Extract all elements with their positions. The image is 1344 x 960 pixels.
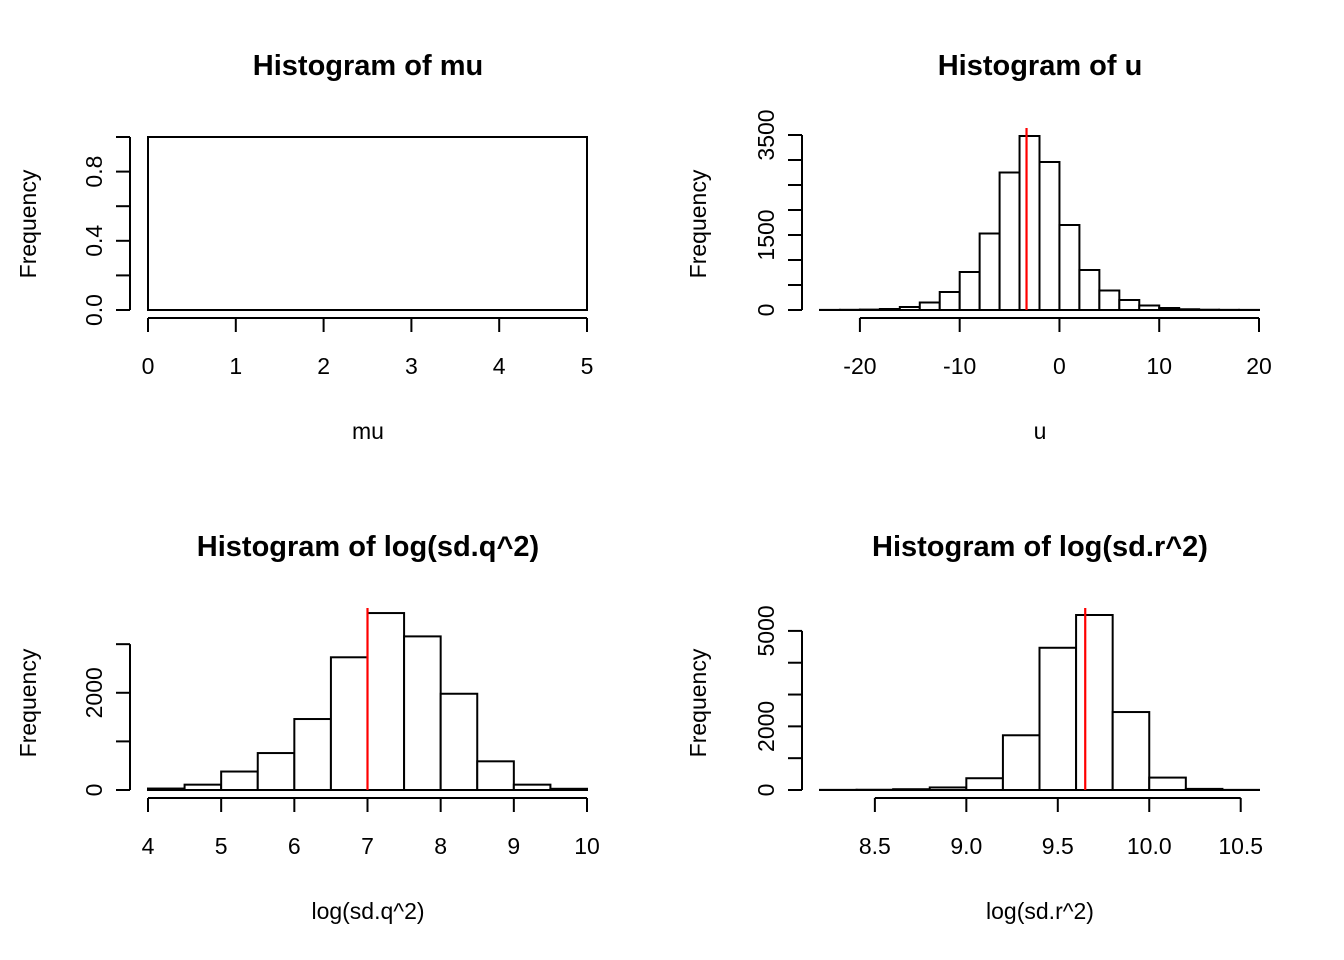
histogram-bar — [978, 232, 1001, 311]
plot-box — [147, 136, 588, 311]
x-tick-label: 9.5 — [1042, 833, 1074, 859]
histogram-bar — [1038, 646, 1078, 791]
x-tick-label: 9 — [507, 833, 520, 859]
x-tick-label: 1 — [229, 353, 242, 379]
chart-title: Histogram of log(sd.r^2) — [872, 531, 1208, 563]
histogram-bar — [965, 777, 1004, 792]
histogram-bar — [918, 301, 941, 311]
histogram-bar — [256, 752, 296, 791]
y-tick-label: 0.0 — [81, 294, 107, 326]
histogram-bar — [998, 171, 1021, 311]
chart-panel-3: Histogram of log(sd.q^2) 4 5 6 7 8 9 10 0 2000 log… — [15, 531, 600, 924]
y-tick-label: 0.8 — [81, 156, 107, 188]
histogram-bar — [1148, 776, 1187, 791]
x-axis-label: log(sd.q^2) — [311, 898, 424, 924]
histogram-bar — [1098, 289, 1121, 311]
histogram-bar — [1001, 734, 1041, 791]
y-tick-label: 3500 — [753, 109, 779, 160]
histogram-bar — [1118, 299, 1141, 311]
y-axis-label: Frequency — [685, 169, 711, 278]
x-tick-label: 10.5 — [1218, 833, 1263, 859]
x-axis-label: mu — [352, 418, 384, 444]
y-tick-label: 1500 — [753, 209, 779, 260]
x-tick-label: 10 — [574, 833, 600, 859]
x-axis-label: log(sd.r^2) — [986, 898, 1094, 924]
x-tick-label: 8.5 — [859, 833, 891, 859]
histogram-bar — [1018, 135, 1041, 311]
histogram-bar — [439, 692, 479, 791]
histogram-bar — [1078, 269, 1101, 311]
x-tick-label: -20 — [843, 353, 876, 379]
x-tick-label: 7 — [361, 833, 374, 859]
histogram-bar — [958, 271, 981, 311]
chart-panel-1: Histogram of mu 0 1 2 3 4 5 0.0 0.4 0.8 mu Frequenc… — [15, 50, 593, 444]
histogram-bar — [366, 612, 406, 791]
y-tick-label: 2000 — [81, 667, 107, 718]
histogram-bar — [329, 656, 369, 792]
y-tick-label: 0 — [753, 784, 779, 797]
x-tick-label: 9.0 — [950, 833, 982, 859]
y-tick-label: 2000 — [753, 701, 779, 752]
x-tick-label: 10.0 — [1127, 833, 1172, 859]
chart-panel-4: Histogram of log(sd.r^2) 8.5 9.0 9.5 10.0 10.… — [685, 531, 1263, 924]
histogram-bar — [1075, 614, 1114, 791]
x-axis-label: u — [1034, 418, 1047, 444]
x-tick-label: 10 — [1146, 353, 1172, 379]
y-tick-label: 0 — [81, 784, 107, 797]
histogram-bar — [403, 635, 442, 792]
histogram-bar — [220, 770, 259, 791]
histogram-bar — [147, 136, 588, 311]
chart-title: Histogram of u — [938, 50, 1143, 82]
x-tick-label: 3 — [405, 353, 418, 379]
histogram-bar — [1058, 224, 1081, 311]
x-tick-label: 5 — [581, 353, 594, 379]
chart-title: Histogram of mu — [253, 50, 483, 82]
x-tick-label: 5 — [215, 833, 228, 859]
x-tick-label: 0 — [142, 353, 155, 379]
x-tick-label: 2 — [317, 353, 330, 379]
histogram-bar — [293, 718, 332, 791]
histogram-bar — [938, 291, 961, 311]
y-axis-label: Frequency — [685, 648, 711, 757]
y-axis-label: Frequency — [15, 648, 41, 757]
x-tick-label: -10 — [943, 353, 976, 379]
histogram-bar — [476, 760, 515, 792]
y-tick-label: 5000 — [753, 605, 779, 656]
x-tick-label: 20 — [1246, 353, 1272, 379]
y-tick-label: 0.4 — [81, 225, 107, 257]
x-tick-label: 4 — [142, 833, 155, 859]
x-tick-label: 6 — [288, 833, 301, 859]
histogram-bar — [1038, 161, 1061, 311]
x-tick-label: 8 — [434, 833, 447, 859]
y-axis-label: Frequency — [15, 169, 41, 278]
x-tick-label: 0 — [1053, 353, 1066, 379]
histogram-bar — [1111, 711, 1151, 792]
chart-panel-2: Histogram of u -20 -10 0 10 20 0 1500 3500 u Frequ… — [685, 50, 1272, 444]
chart-title: Histogram of log(sd.q^2) — [197, 531, 539, 563]
y-tick-label: 0 — [753, 304, 779, 317]
x-tick-label: 4 — [493, 353, 506, 379]
